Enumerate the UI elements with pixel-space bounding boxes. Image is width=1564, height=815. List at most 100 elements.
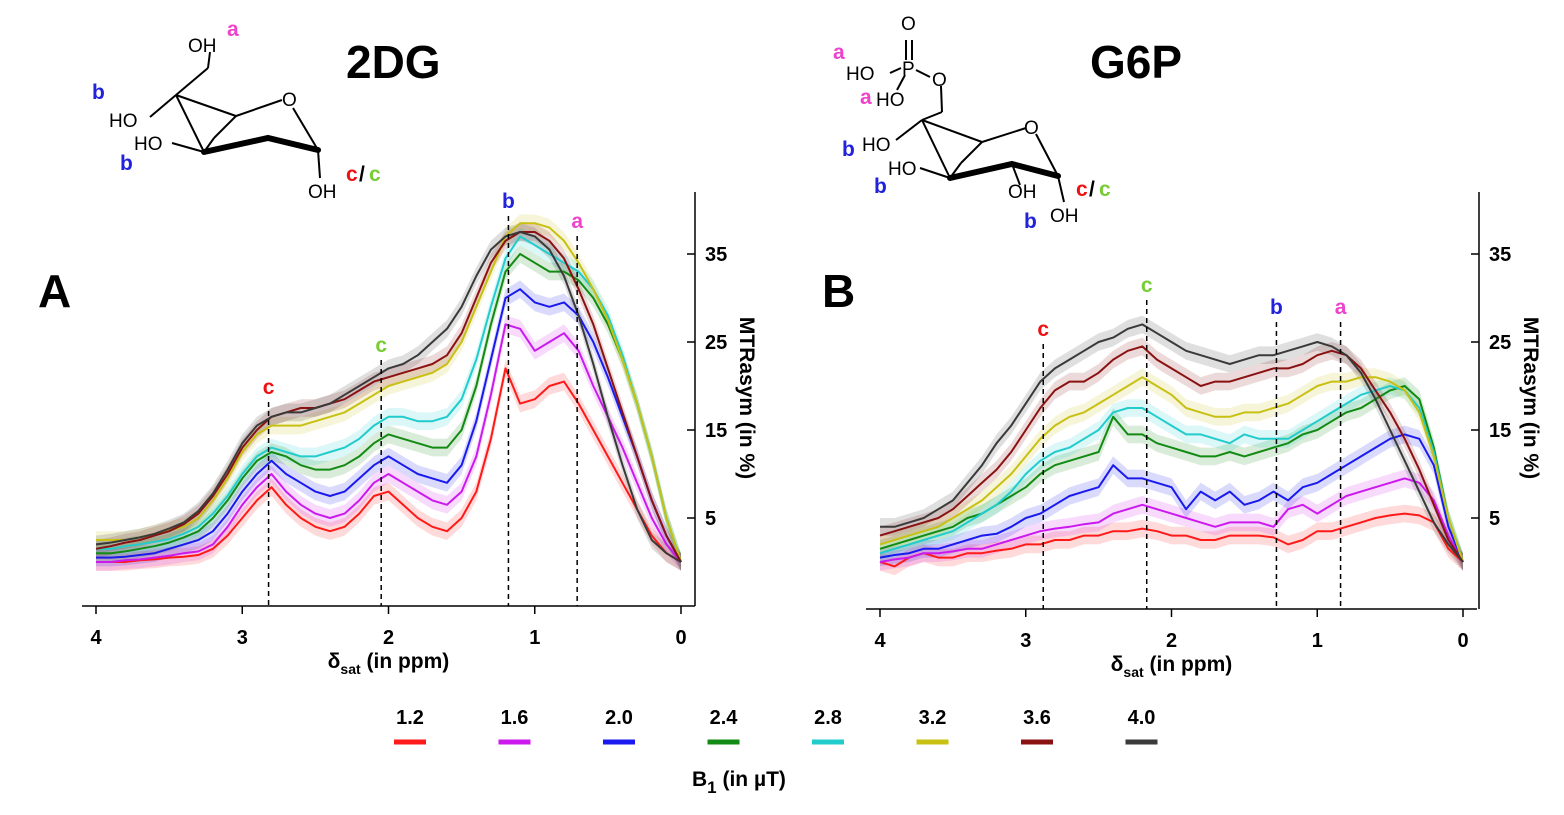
- panel-b-x-tick-label: 1: [1312, 630, 1323, 652]
- panel-b-band-3.2: [880, 368, 1463, 571]
- legend-label-2.0: 2.0: [605, 707, 633, 729]
- legend: 1.2 1.6 2.0 2.4 2.8 3.2 3.6 4.0: [394, 707, 1158, 745]
- panel-b-band-2.8: [880, 377, 1463, 571]
- legend-label-3.2: 3.2: [919, 707, 947, 729]
- panel-b-x-tick-label: 0: [1457, 630, 1468, 652]
- panel-a-band-4.0: [96, 223, 681, 571]
- 2dg-label-a: a: [227, 18, 239, 41]
- g6p-oh-bond-c2: [1011, 163, 1021, 186]
- panel-a-x-tick-label: 4: [90, 627, 102, 649]
- g6p-p-ho2-bond: [896, 74, 906, 91]
- g6p-oh-c2: OH: [1008, 182, 1037, 203]
- panel-b-band-2.4: [880, 377, 1463, 571]
- g6p-oh-bond-c1: [1057, 175, 1065, 203]
- panel-a-series-1.6: [96, 323, 682, 563]
- g6p-oh-c1: OH: [1050, 206, 1079, 227]
- panel-b-band-1.6: [880, 469, 1463, 571]
- legend-label-3.6: 3.6: [1023, 707, 1051, 729]
- 2dg-ring-back: [175, 94, 237, 117]
- panel-a-series-2.8: [96, 235, 682, 563]
- g6p-ring-o-bond: [1035, 133, 1059, 177]
- panel-a-peak-label-c: c: [375, 334, 387, 357]
- panel-b-band-1.2: [880, 504, 1463, 576]
- panel-b-y-tick-label: 25: [1489, 332, 1511, 354]
- panel-a-y-tick-label: 35: [705, 244, 727, 266]
- panel-b-series-2.0: [879, 433, 1464, 563]
- 2dg-ring-c4: [203, 137, 215, 153]
- g6p-ring-c4: [949, 162, 962, 179]
- panel-b-peak-label-c: c: [1037, 318, 1049, 341]
- 2dg-oh-bond-c3: [171, 142, 205, 153]
- panel-b: B G6P O P O O HO HO HO: [822, 14, 1182, 317]
- panel-a-y-axis-title: MTRasym (in %): [735, 317, 758, 479]
- g6p-label-a-1: a: [833, 41, 845, 64]
- panel-b-series-2.4: [879, 385, 1464, 563]
- panel-a-series-2.0: [96, 288, 682, 563]
- panel-a-x-axis-title: δsat (in ppm): [328, 650, 450, 677]
- legend-title: B1 (in µT): [692, 768, 786, 797]
- panel-a-y-tick-label: 15: [705, 420, 727, 442]
- legend-label-2.8: 2.8: [814, 707, 842, 729]
- panel-a-peak-label-b: b: [502, 190, 515, 213]
- legend-label-2.4: 2.4: [710, 707, 739, 729]
- panel-a-band-1.6: [96, 315, 681, 571]
- panel-a-band-2.0: [96, 280, 681, 571]
- 2dg-label-b-2: b: [120, 152, 133, 175]
- 2dg-oh-bond-top: [207, 51, 211, 69]
- panel-b-series-1.2: [879, 512, 1464, 568]
- g6p-ring-back: [921, 119, 983, 143]
- g6p-ho-c3: HO: [888, 159, 917, 180]
- panel-a-peak-label-c: c: [263, 376, 275, 399]
- g6p-ho-p-1: HO: [846, 64, 875, 85]
- 2dg-ring-o: O: [282, 90, 297, 111]
- panel-a-band-2.4: [96, 245, 681, 571]
- panel-b-x-tick-label: 2: [1166, 630, 1177, 652]
- 2dg-ring-front-bold: [201, 134, 321, 155]
- plot-b: 4 3 2 1 0 δsat (in ppm) 5 15 25 35 MTRasym (in %) c…: [866, 192, 1542, 680]
- 2dg-ring-left: [175, 94, 205, 153]
- g6p-label-a-2: a: [860, 86, 872, 109]
- panel-b-y-tick-label: 5: [1489, 508, 1500, 530]
- 2dg-ring-o-bond: [292, 107, 319, 151]
- panel-a-x-tick-label: 0: [675, 627, 686, 649]
- g6p-label-c-green: c: [1099, 178, 1111, 201]
- g6p-ring-front-bold: [947, 160, 1061, 181]
- legend-label-4.0: 4.0: [1128, 707, 1156, 729]
- panel-a-series-4.0: [95, 231, 682, 563]
- panel-b-letter: B: [822, 265, 855, 317]
- legend-label-1.6: 1.6: [501, 707, 529, 729]
- g6p-label-b-3: b: [1024, 210, 1037, 233]
- 2dg-label-c-green: c: [369, 163, 381, 186]
- 2dg-ring-top-bonds: [213, 99, 283, 139]
- 2dg-ho-c3: HO: [134, 134, 163, 155]
- g6p-p-o-bond: [915, 69, 931, 78]
- panel-b-x-tick-label: 3: [1020, 630, 1031, 652]
- plot-a: 4 3 2 1 0 δsat (in ppm) 5 15 25 35 MTRasym (in %) c…: [82, 190, 758, 677]
- 2dg-ho-c4: HO: [109, 111, 138, 132]
- panel-b-y-tick-label: 35: [1489, 244, 1511, 266]
- panel-a: A 2DG OH O HO HO OH a b b c / c: [38, 18, 441, 317]
- panel-b-x-tick-label: 4: [874, 630, 886, 652]
- g6p-label-b-2: b: [874, 175, 887, 198]
- 2dg-slash: /: [359, 163, 365, 186]
- 2dg-label-c-red: c: [346, 163, 358, 186]
- panel-b-peak-label-b: b: [1270, 296, 1283, 319]
- g6p-ho-p-2: HO: [876, 90, 905, 111]
- panel-a-y-tick-label: 5: [705, 508, 716, 530]
- panel-b-peak-label-a: a: [1335, 296, 1347, 319]
- panel-a-x-tick-label: 1: [529, 627, 540, 649]
- g6p-p-ho-bond: [889, 67, 902, 74]
- legend-label-1.2: 1.2: [396, 707, 424, 729]
- panel-a-y-tick-label: 25: [705, 332, 727, 354]
- g6p-p-o-top: O: [901, 14, 916, 35]
- panel-a-peak-label-a: a: [571, 210, 583, 233]
- g6p-oh-bond-c3: [919, 167, 951, 179]
- panel-a-letter: A: [38, 265, 71, 317]
- g6p-ch2-bond: [921, 111, 943, 121]
- 2dg-label-b-1: b: [92, 81, 105, 104]
- panel-b-series-2.8: [879, 385, 1464, 563]
- panel-a-band-3.2: [96, 214, 681, 571]
- panel-b-series-3.6: [879, 345, 1464, 563]
- g6p-ring-top-bonds: [960, 127, 1027, 164]
- g6p-o-ch2-bond: [940, 85, 943, 113]
